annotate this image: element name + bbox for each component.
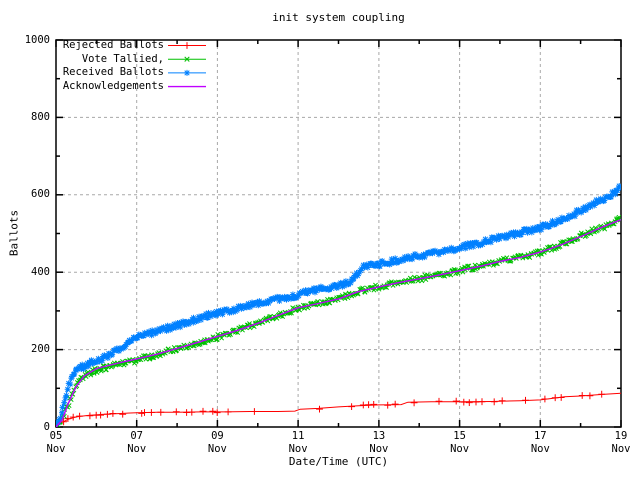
x-axis-label: Date/Time (UTC) (288, 455, 389, 468)
y-tick-label: 800 (31, 110, 50, 123)
x-tick-label: 07 Nov (127, 430, 147, 455)
legend-label-vote-tallied: Vote Tallied, (81, 52, 164, 65)
legend-label-rejected-ballots: Rejected Ballots (62, 39, 164, 51)
x-tick-label: 09 Nov (207, 430, 227, 455)
legend-label-acknowledgements: Acknowledgements (62, 80, 164, 93)
chart-title: init system coupling (272, 11, 405, 24)
x-tick-label: 11 Nov (288, 430, 308, 455)
x-tick-label: 13 Nov (369, 430, 389, 455)
legend-label-received-ballots: Received Ballots (62, 66, 164, 79)
y-tick-label: 0 (43, 420, 50, 433)
y-tick-label: 400 (31, 265, 50, 278)
y-axis-label: Ballots (7, 209, 21, 257)
x-tick-label: 15 Nov (450, 430, 470, 455)
x-tick-label: 19 Nov (611, 430, 631, 455)
y-tick-label: 1000 (24, 33, 50, 46)
x-tick-label: 17 Nov (530, 430, 550, 455)
y-tick-label: 200 (31, 343, 50, 356)
y-tick-label: 600 (31, 188, 50, 201)
x-tick-label: 05 Nov (46, 430, 66, 455)
